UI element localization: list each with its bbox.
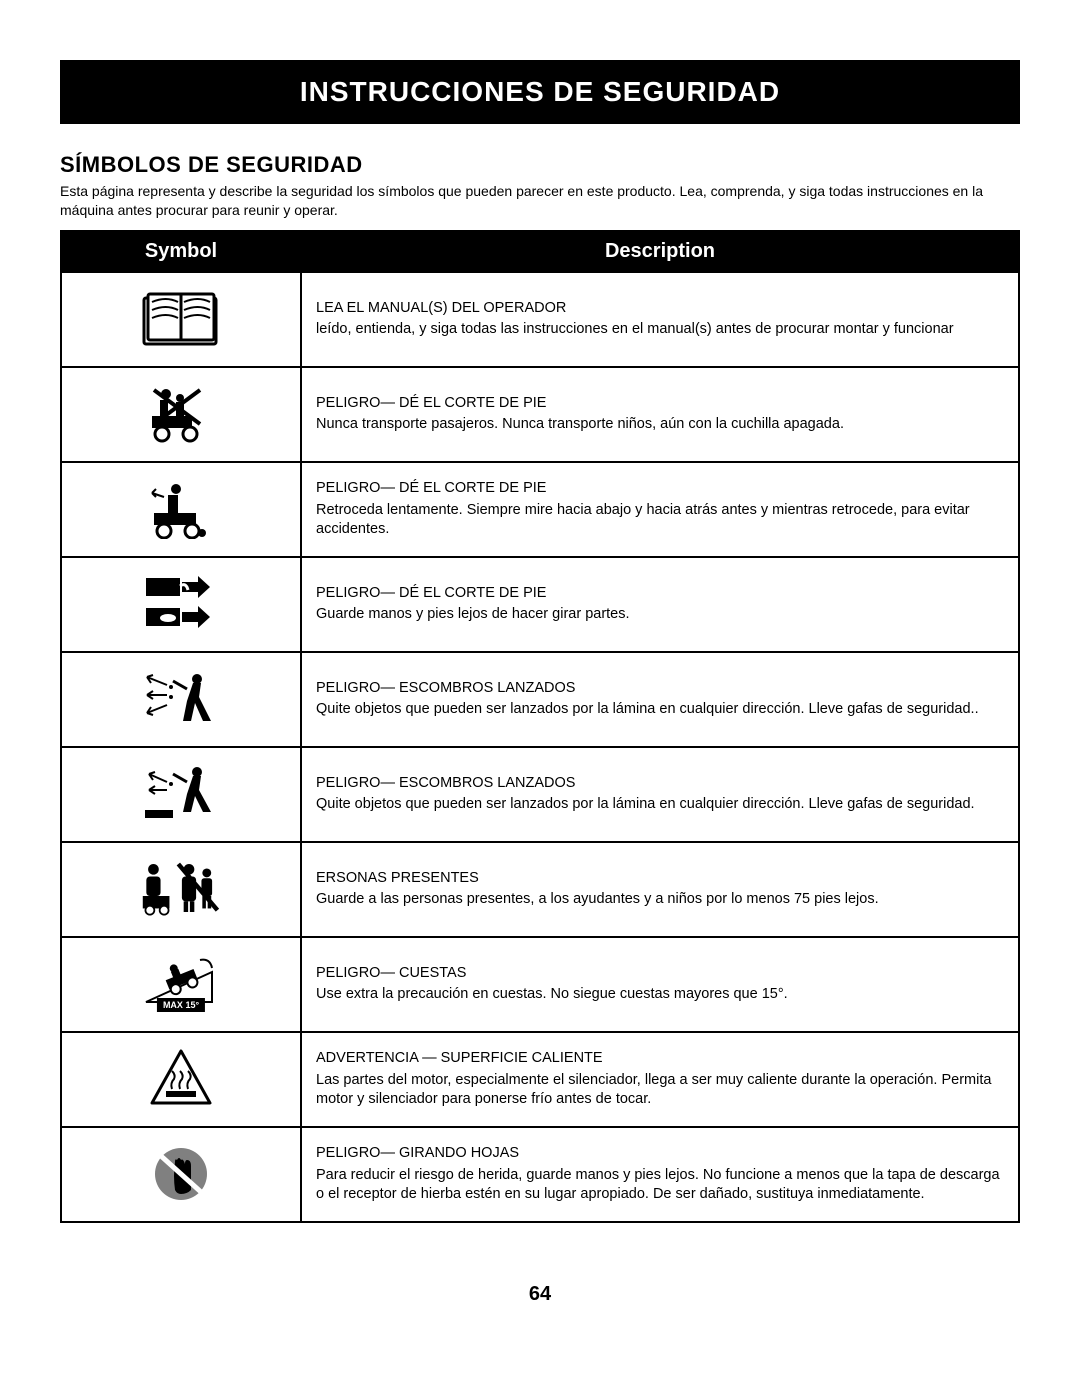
desc-title: PELIGRO— DÉ EL CORTE DE PIE xyxy=(316,584,1004,604)
th-symbol: Symbol xyxy=(61,231,301,272)
table-row: ADVERTENCIA — SUPERFICIE CALIENTE Las pa… xyxy=(61,1032,1019,1127)
table-row: PELIGRO— DÉ EL CORTE DE PIE Retroceda le… xyxy=(61,462,1019,557)
banner-title: INSTRUCCIONES DE SEGURIDAD xyxy=(300,76,780,107)
section-intro: Esta página representa y describe la seg… xyxy=(60,182,1020,220)
table-row: MAX 15° PELIGRO— CUESTAS Use extra la pr… xyxy=(61,937,1019,1032)
symbol-cell xyxy=(61,272,301,367)
reverse-look-icon xyxy=(141,473,221,543)
description-cell: PELIGRO— CUESTAS Use extra la precaución… xyxy=(301,937,1019,1032)
description-cell: PELIGRO— DÉ EL CORTE DE PIE Retroceda le… xyxy=(301,462,1019,557)
bystanders-icon xyxy=(141,853,221,923)
desc-body: Para reducir el riesgo de herida, guarde… xyxy=(316,1167,1000,1203)
symbol-cell xyxy=(61,1032,301,1127)
table-row: LEA EL MANUAL(S) DEL OPERADOR leído, ent… xyxy=(61,272,1019,367)
desc-body: Las partes del motor, especialmente el s… xyxy=(316,1072,991,1108)
description-cell: ERSONAS PRESENTES Guarde a las personas … xyxy=(301,842,1019,937)
table-row: PELIGRO— ESCOMBROS LANZADOS Quite objeto… xyxy=(61,652,1019,747)
desc-title: PELIGRO— DÉ EL CORTE DE PIE xyxy=(316,479,1004,499)
desc-body: Retroceda lentamente. Siempre mire hacia… xyxy=(316,502,970,538)
section-title: SÍMBOLOS DE SEGURIDAD xyxy=(60,152,1020,178)
description-cell: LEA EL MANUAL(S) DEL OPERADOR leído, ent… xyxy=(301,272,1019,367)
safety-symbols-table: Symbol Description xyxy=(60,230,1020,1223)
desc-body: leído, entienda, y siga todas las instru… xyxy=(316,321,954,337)
symbol-cell xyxy=(61,462,301,557)
manual-icon xyxy=(141,284,221,354)
desc-title: ADVERTENCIA — SUPERFICIE CALIENTE xyxy=(316,1049,1004,1069)
hot-surface-icon xyxy=(141,1043,221,1113)
desc-body: Quite objetos que pueden ser lanzados po… xyxy=(316,796,975,812)
description-cell: ADVERTENCIA — SUPERFICIE CALIENTE Las pa… xyxy=(301,1032,1019,1127)
thrown-objects-b-icon xyxy=(141,758,221,828)
no-passenger-icon xyxy=(141,378,221,448)
symbol-cell xyxy=(61,747,301,842)
desc-title: PELIGRO— ESCOMBROS LANZADOS xyxy=(316,774,1004,794)
description-cell: PELIGRO— DÉ EL CORTE DE PIE Nunca transp… xyxy=(301,367,1019,462)
page-number: 64 xyxy=(60,1283,1020,1306)
thrown-objects-a-icon xyxy=(141,663,221,733)
table-row: PELIGRO— DÉ EL CORTE DE PIE Guarde manos… xyxy=(61,557,1019,652)
description-cell: PELIGRO— DÉ EL CORTE DE PIE Guarde manos… xyxy=(301,557,1019,652)
rotating-blade-icon xyxy=(141,1138,221,1208)
desc-body: Nunca transporte pasajeros. Nunca transp… xyxy=(316,416,844,432)
symbol-cell xyxy=(61,652,301,747)
desc-title: ERSONAS PRESENTES xyxy=(316,869,1004,889)
desc-title: PELIGRO— GIRANDO HOJAS xyxy=(316,1144,1004,1164)
description-cell: PELIGRO— ESCOMBROS LANZADOS Quite objeto… xyxy=(301,652,1019,747)
description-cell: PELIGRO— GIRANDO HOJAS Para reducir el r… xyxy=(301,1127,1019,1222)
symbol-cell xyxy=(61,367,301,462)
hands-feet-icon xyxy=(141,568,221,638)
desc-body: Guarde a las personas presentes, a los a… xyxy=(316,891,879,907)
table-row: ERSONAS PRESENTES Guarde a las personas … xyxy=(61,842,1019,937)
description-cell: PELIGRO— ESCOMBROS LANZADOS Quite objeto… xyxy=(301,747,1019,842)
desc-title: PELIGRO— CUESTAS xyxy=(316,964,1004,984)
table-row: PELIGRO— GIRANDO HOJAS Para reducir el r… xyxy=(61,1127,1019,1222)
desc-body: Guarde manos y pies lejos de hacer girar… xyxy=(316,606,630,622)
symbol-cell xyxy=(61,557,301,652)
table-row: PELIGRO— DÉ EL CORTE DE PIE Nunca transp… xyxy=(61,367,1019,462)
banner: INSTRUCCIONES DE SEGURIDAD xyxy=(60,60,1020,124)
desc-body: Quite objetos que pueden ser lanzados po… xyxy=(316,701,979,717)
desc-body: Use extra la precaución en cuestas. No s… xyxy=(316,986,788,1002)
slope-icon: MAX 15° xyxy=(142,952,220,1010)
symbol-cell xyxy=(61,1127,301,1222)
th-description: Description xyxy=(301,231,1019,272)
slope-label: MAX 15° xyxy=(157,998,205,1012)
page: INSTRUCCIONES DE SEGURIDAD SÍMBOLOS DE S… xyxy=(0,0,1080,1326)
symbol-cell xyxy=(61,842,301,937)
desc-title: PELIGRO— ESCOMBROS LANZADOS xyxy=(316,679,1004,699)
desc-title: LEA EL MANUAL(S) DEL OPERADOR xyxy=(316,299,1004,319)
desc-title: PELIGRO— DÉ EL CORTE DE PIE xyxy=(316,394,1004,414)
symbol-cell: MAX 15° xyxy=(61,937,301,1032)
table-row: PELIGRO— ESCOMBROS LANZADOS Quite objeto… xyxy=(61,747,1019,842)
